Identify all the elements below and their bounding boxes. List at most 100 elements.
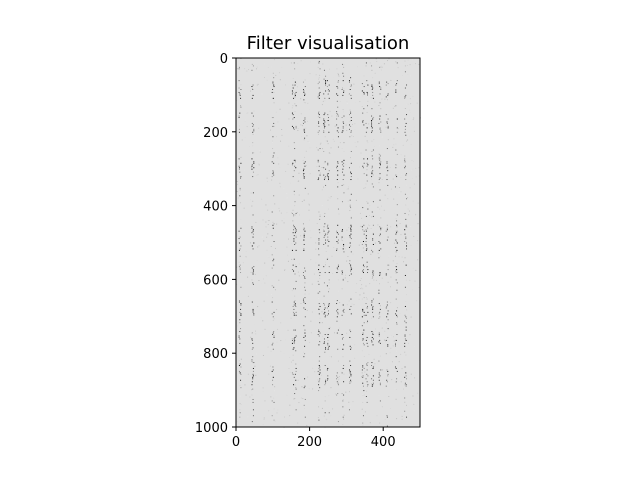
heatmap-cell <box>406 114 408 116</box>
heatmap-cell <box>247 112 249 114</box>
heatmap-cell <box>405 236 407 238</box>
heatmap-cell <box>361 408 363 410</box>
heatmap-cell <box>381 327 383 329</box>
heatmap-cell <box>238 136 240 138</box>
heatmap-cell <box>287 378 289 380</box>
heatmap-cell <box>271 415 273 417</box>
heatmap-cell <box>292 220 294 222</box>
heatmap-cell <box>322 148 324 150</box>
heatmap-cell <box>304 385 306 387</box>
heatmap-cell <box>328 395 330 397</box>
heatmap-cell <box>238 370 240 372</box>
heatmap-cell <box>400 234 402 236</box>
heatmap-cell <box>361 287 363 289</box>
heatmap-cell <box>394 342 396 344</box>
heatmap-cell <box>273 162 275 164</box>
heatmap-cell <box>354 123 356 125</box>
heatmap-cell <box>297 62 299 64</box>
heatmap-cell <box>363 86 365 88</box>
heatmap-cell <box>381 98 383 100</box>
heatmap-cell <box>355 199 357 201</box>
heatmap-cell <box>293 238 295 240</box>
heatmap-cell <box>349 260 351 262</box>
heatmap-cell <box>378 122 380 124</box>
heatmap-cell <box>337 127 339 129</box>
heatmap-cell <box>309 341 311 343</box>
heatmap-cell <box>337 242 339 244</box>
heatmap-cell <box>238 128 240 130</box>
heatmap-cell <box>350 176 352 178</box>
heatmap-cell <box>267 209 269 211</box>
heatmap-cell <box>263 301 265 303</box>
y-tick-label: 400 <box>203 200 228 215</box>
heatmap-cell <box>302 223 304 225</box>
heatmap-cell <box>366 381 368 383</box>
heatmap-cell <box>243 287 245 289</box>
heatmap-cell <box>404 233 406 235</box>
heatmap-cell <box>239 372 241 374</box>
heatmap-cell <box>272 297 274 299</box>
heatmap-cell <box>359 212 361 214</box>
heatmap-cell <box>341 87 343 89</box>
heatmap-cell <box>341 87 343 89</box>
heatmap-cell <box>242 346 244 348</box>
heatmap-cell <box>252 214 254 216</box>
heatmap-cell <box>273 318 275 320</box>
heatmap-cell <box>397 67 399 69</box>
heatmap-cell <box>295 125 297 127</box>
heatmap-cell <box>347 200 349 202</box>
heatmap-cell <box>379 274 381 276</box>
heatmap-cell <box>301 386 303 388</box>
heatmap-cell <box>251 348 253 350</box>
heatmap-cell <box>293 142 295 144</box>
heatmap-cell <box>323 266 325 268</box>
heatmap-cell <box>385 339 387 341</box>
heatmap-cell <box>379 86 381 88</box>
heatmap-cell <box>326 379 328 381</box>
heatmap-cell <box>251 389 253 391</box>
heatmap-cell <box>288 367 290 369</box>
heatmap-cell <box>414 377 416 379</box>
heatmap-cell <box>378 156 380 158</box>
heatmap-cell <box>262 390 264 392</box>
heatmap-cell <box>253 313 255 315</box>
heatmap-cell <box>255 333 257 335</box>
heatmap-cell <box>397 128 399 130</box>
heatmap-cell <box>414 380 416 381</box>
heatmap-cell <box>327 342 329 344</box>
heatmap-cell <box>253 128 255 130</box>
heatmap-cell <box>293 117 295 119</box>
heatmap-cell <box>255 374 257 376</box>
heatmap-cell <box>303 249 305 251</box>
heatmap-cell <box>238 249 240 251</box>
heatmap-cell <box>312 388 314 390</box>
heatmap-cell <box>304 267 306 269</box>
heatmap-cell <box>240 303 242 305</box>
heatmap-cell <box>306 135 308 137</box>
heatmap-cell <box>407 74 409 76</box>
heatmap-cell <box>301 125 303 127</box>
heatmap-cell <box>288 145 290 147</box>
heatmap-cell <box>404 274 406 276</box>
heatmap-cell <box>271 235 273 237</box>
heatmap-cell <box>379 305 381 307</box>
heatmap-cell <box>379 167 381 169</box>
chart-title: Filter visualisation <box>247 33 410 54</box>
heatmap-cell <box>303 229 305 231</box>
heatmap-cell <box>404 305 406 307</box>
heatmap-cell <box>276 273 278 275</box>
heatmap-cell <box>294 329 296 331</box>
heatmap-cell <box>318 242 320 244</box>
heatmap-cell <box>240 314 242 316</box>
heatmap-cell <box>251 359 253 361</box>
heatmap-cell <box>290 182 292 184</box>
heatmap-cell <box>324 316 326 318</box>
heatmap-cell <box>291 125 293 127</box>
heatmap-cell <box>318 211 320 213</box>
heatmap-cell <box>372 375 374 377</box>
heatmap-cell <box>252 270 254 272</box>
heatmap-cell <box>344 277 346 279</box>
heatmap-cell <box>365 339 367 341</box>
heatmap-cell <box>393 138 395 140</box>
heatmap-cell <box>318 97 320 99</box>
